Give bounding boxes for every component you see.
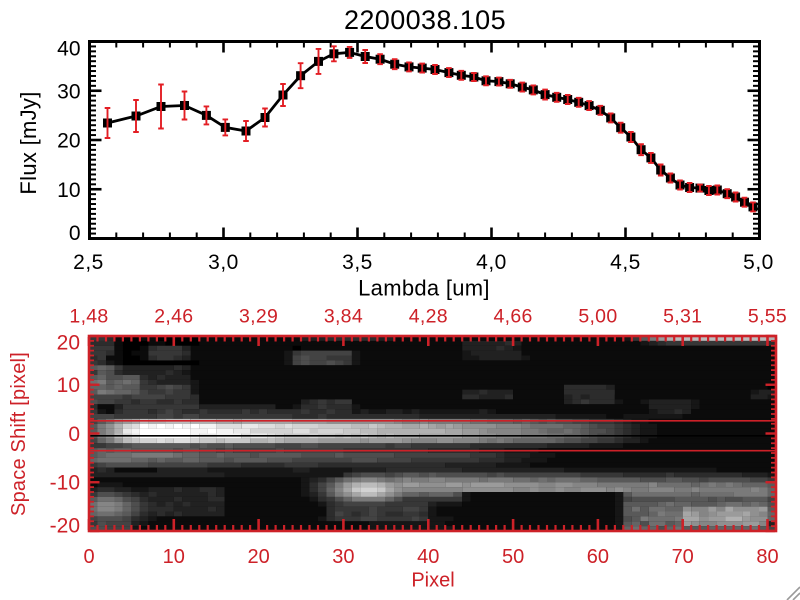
svg-text:20: 20 — [57, 332, 80, 355]
svg-text:30: 30 — [332, 546, 354, 568]
svg-text:80: 80 — [756, 546, 778, 568]
svg-text:1,48: 1,48 — [69, 306, 108, 328]
svg-text:0: 0 — [69, 222, 81, 245]
svg-text:4,0: 4,0 — [476, 251, 507, 274]
svg-text:70: 70 — [672, 546, 694, 568]
svg-text:3,0: 3,0 — [208, 251, 239, 274]
svg-text:5,31: 5,31 — [663, 306, 702, 328]
svg-text:-10: -10 — [50, 472, 80, 495]
svg-text:10: 10 — [57, 179, 80, 202]
svg-text:3,84: 3,84 — [324, 306, 363, 328]
svg-text:40: 40 — [417, 546, 439, 568]
svg-text:Flux [mJy]: Flux [mJy] — [16, 91, 41, 194]
svg-text:4,66: 4,66 — [494, 306, 533, 328]
svg-text:50: 50 — [502, 546, 524, 568]
svg-text:3,29: 3,29 — [239, 306, 278, 328]
svg-text:4,5: 4,5 — [610, 251, 641, 274]
svg-text:40: 40 — [57, 38, 80, 61]
svg-text:2,46: 2,46 — [154, 306, 193, 328]
svg-text:10: 10 — [163, 546, 185, 568]
svg-text:Pixel: Pixel — [411, 570, 454, 592]
svg-text:-20: -20 — [50, 515, 80, 538]
svg-text:5,55: 5,55 — [748, 306, 787, 328]
svg-text:0: 0 — [83, 546, 94, 568]
svg-text:2200038.105: 2200038.105 — [344, 5, 506, 35]
svg-text:30: 30 — [57, 80, 80, 103]
svg-text:0: 0 — [68, 423, 80, 446]
svg-text:10: 10 — [57, 374, 80, 397]
svg-text:3,5: 3,5 — [342, 251, 373, 274]
svg-text:20: 20 — [57, 130, 80, 153]
svg-text:20: 20 — [247, 546, 269, 568]
svg-text:5,00: 5,00 — [578, 306, 617, 328]
svg-text:5,0: 5,0 — [743, 251, 774, 274]
svg-text:Lambda [um]: Lambda [um] — [358, 275, 490, 300]
svg-text:2,5: 2,5 — [73, 251, 104, 274]
svg-text:Space Shift [pixel]: Space Shift [pixel] — [8, 352, 30, 516]
svg-text:60: 60 — [587, 546, 609, 568]
svg-text:4,28: 4,28 — [409, 306, 448, 328]
